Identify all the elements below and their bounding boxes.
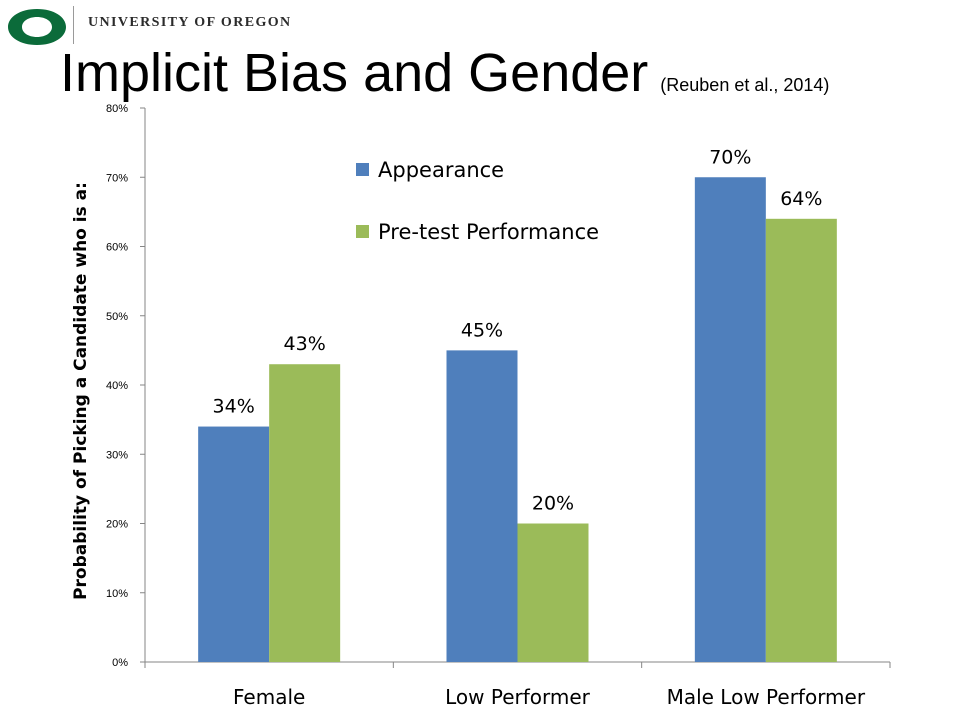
y-tick-label: 50% [106, 311, 128, 323]
university-of-oregon-logo-icon [8, 9, 66, 45]
bar-appearance [694, 177, 766, 662]
logo-divider [73, 6, 74, 44]
y-axis-title: Probability of Picking a Candidate who i… [71, 182, 91, 600]
data-label: 20% [532, 493, 574, 515]
legend-swatch [356, 163, 369, 176]
bar-pre-test-performance [269, 364, 341, 662]
y-tick-label: 30% [106, 449, 128, 461]
data-label: 70% [709, 146, 751, 168]
category-label: Female [233, 685, 305, 709]
category-label: Low Performer [445, 685, 591, 709]
bar-pre-test-performance [765, 218, 837, 663]
y-tick-label: 0% [112, 657, 128, 669]
y-tick-label: 70% [106, 172, 128, 184]
bar-appearance [198, 426, 270, 662]
title-citation: (Reuben et al., 2014) [660, 75, 830, 95]
university-name: UNIVERSITY OF OREGON [88, 15, 292, 30]
y-tick-label: 40% [106, 380, 128, 392]
y-tick-label: 80% [106, 103, 128, 115]
legend-label: Pre-test Performance [378, 220, 599, 244]
bar-appearance [446, 350, 518, 662]
category-label: Male Low Performer [667, 685, 866, 709]
y-tick-label: 60% [106, 242, 128, 254]
y-tick-label: 10% [106, 588, 128, 600]
data-label: 34% [213, 396, 255, 418]
slide-title: Implicit Bias and Gender (Reuben et al., … [60, 42, 829, 104]
data-label: 64% [780, 188, 822, 210]
legend-label: Appearance [378, 158, 504, 182]
data-label: 43% [284, 333, 326, 355]
bar-pre-test-performance [517, 523, 589, 662]
data-label: 45% [461, 319, 503, 341]
legend-swatch [356, 225, 369, 238]
title-text: Implicit Bias and Gender [60, 43, 649, 103]
y-tick-label: 20% [106, 519, 128, 531]
